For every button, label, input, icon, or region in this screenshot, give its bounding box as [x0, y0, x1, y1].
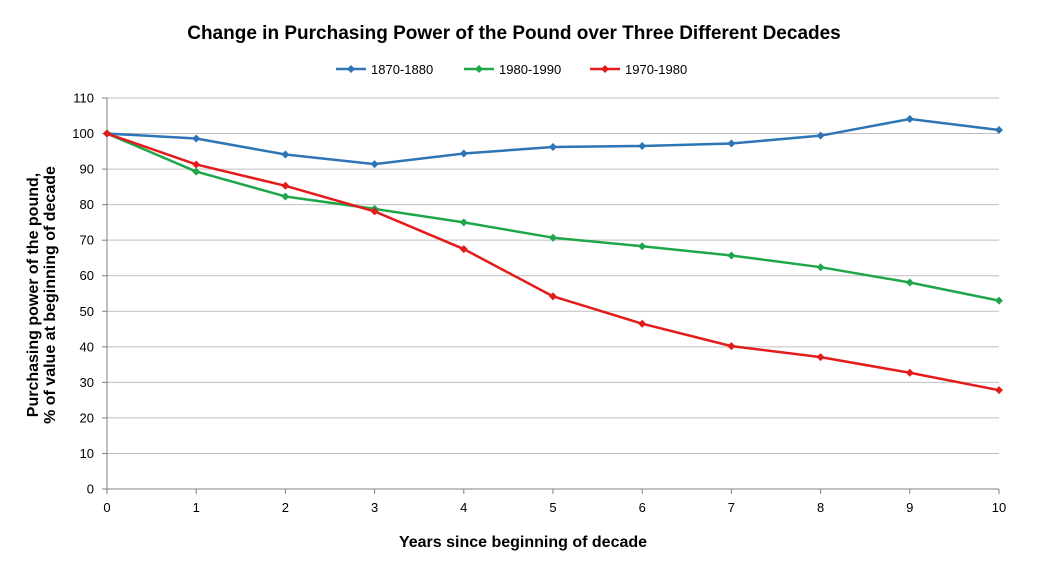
y-tick-label: 10: [80, 446, 94, 461]
data-point-1870-1880-4: [459, 149, 468, 158]
y-tick-label: 80: [80, 197, 94, 212]
y-tick-label: 50: [80, 304, 94, 319]
data-point-1870-1880-5: [549, 143, 557, 152]
y-tick-label: 60: [80, 268, 94, 283]
data-point-1970-1980-8: [816, 353, 825, 362]
data-point-1870-1880-3: [370, 160, 379, 169]
x-tick-label: 5: [549, 500, 556, 515]
x-tick-label: 8: [817, 500, 824, 515]
axes: [102, 97, 1000, 494]
data-point-1970-1980-1: [192, 160, 201, 169]
legend-label: 1980-1990: [499, 62, 561, 77]
data-point-1870-1880-8: [816, 131, 825, 140]
legend-swatch-marker: [347, 65, 355, 73]
data-point-1980-1990-6: [638, 242, 647, 251]
series-1980-1990: [103, 129, 1003, 305]
y-tick-label: 90: [80, 162, 94, 177]
data-point-1980-1990-2: [281, 192, 290, 201]
x-tick-label: 4: [460, 500, 467, 515]
x-tick-label: 6: [639, 500, 646, 515]
data-point-1980-1990-4: [459, 218, 468, 227]
legend-label: 1970-1980: [625, 62, 687, 77]
data-point-1970-1980-5: [549, 292, 557, 301]
legend: 1870-1880 1980-1990 1970-1980: [336, 62, 687, 77]
data-point-1970-1980-9: [905, 368, 914, 377]
data-point-1980-1990-1: [192, 167, 201, 176]
data-point-1970-1980-4: [459, 245, 468, 254]
x-tick-label: 9: [906, 500, 913, 515]
legend-item-1870-1880: 1870-1880: [336, 62, 433, 77]
data-point-1980-1990-5: [549, 233, 557, 242]
x-tick-label: 2: [282, 500, 289, 515]
data-point-1870-1880-9: [905, 114, 914, 123]
y-axis-title-line-2: % of value at beginning of decade: [42, 166, 59, 424]
x-tick-label: 0: [103, 500, 110, 515]
x-axis-title: Years since beginning of decade: [399, 534, 647, 551]
series-lines: [103, 114, 1003, 395]
legend-label: 1870-1880: [371, 62, 433, 77]
legend-item-1970-1980: 1970-1980: [590, 62, 687, 77]
data-point-1980-1990-10: [995, 296, 1003, 305]
data-point-1970-1980-3: [370, 207, 379, 216]
data-point-1970-1980-2: [281, 181, 290, 190]
data-point-1870-1880-10: [995, 125, 1003, 134]
data-point-1870-1880-7: [727, 139, 736, 148]
data-point-1980-1990-7: [727, 251, 736, 260]
series-line-1970-1980: [106, 132, 1000, 392]
y-tick-label: 100: [72, 126, 94, 141]
chart-title: Change in Purchasing Power of the Pound …: [187, 23, 841, 44]
y-tick-label: 70: [80, 233, 94, 248]
y-tick-label: 110: [73, 91, 94, 106]
x-tick-label: 3: [371, 500, 378, 515]
y-tick-labels: 0 10 20 30 40 50 60 70 80 90 100 110: [72, 91, 94, 497]
legend-item-1980-1990: 1980-1990: [464, 62, 561, 77]
y-tick-label: 30: [80, 375, 94, 390]
gridlines: [107, 97, 999, 454]
x-tick-label: 7: [728, 500, 735, 515]
data-point-1970-1980-7: [727, 342, 736, 351]
series-1870-1880: [103, 114, 1003, 169]
data-point-1970-1980-0: [103, 129, 111, 138]
series-line-1870-1880: [106, 117, 1000, 166]
legend-swatch-marker: [601, 65, 609, 73]
y-tick-label: 40: [80, 339, 94, 354]
y-tick-label: 0: [87, 482, 94, 497]
y-axis-title: Purchasing power of the pound, % of valu…: [25, 166, 59, 424]
data-point-1870-1880-6: [638, 141, 647, 150]
data-point-1970-1980-10: [995, 386, 1003, 395]
x-tick-label: 1: [193, 500, 200, 515]
data-point-1870-1880-1: [192, 134, 201, 143]
data-point-1980-1990-9: [905, 278, 914, 287]
x-tick-label: 10: [992, 500, 1006, 515]
series-1970-1980: [103, 129, 1003, 395]
data-point-1970-1980-6: [638, 319, 647, 328]
x-tick-labels: 0 1 2 3 4 5 6 7 8 9 10: [103, 500, 1006, 515]
y-tick-label: 20: [80, 410, 94, 425]
legend-swatch-marker: [475, 65, 483, 73]
data-point-1870-1880-2: [281, 150, 290, 159]
data-point-1980-1990-8: [816, 263, 825, 272]
y-axis-title-line-1: Purchasing power of the pound,: [25, 173, 42, 417]
